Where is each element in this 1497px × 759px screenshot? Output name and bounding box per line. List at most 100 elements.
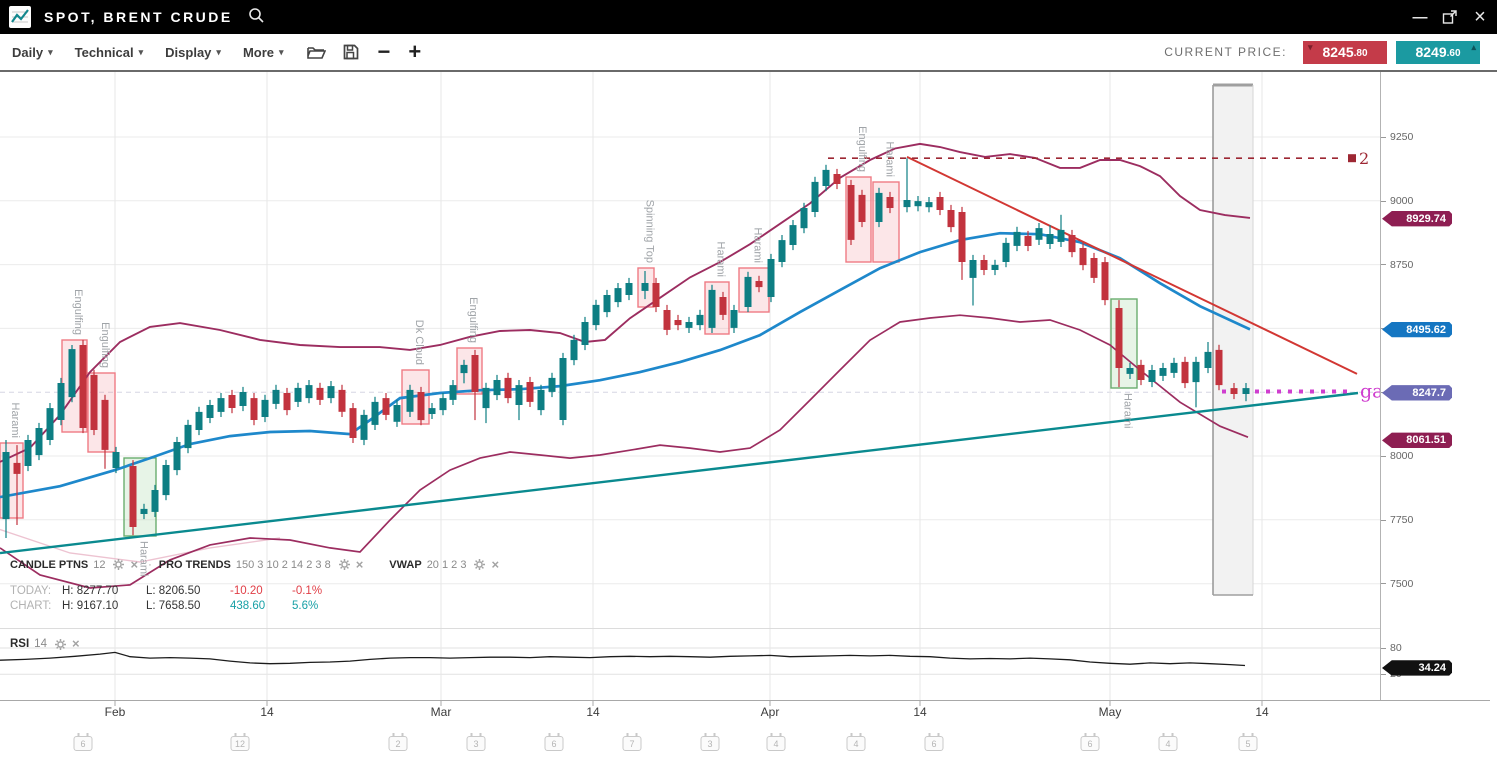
symbol-title: SPOT, BRENT CRUDE	[44, 9, 233, 25]
calendar-marker-icon[interactable]: 6	[544, 733, 564, 751]
candle-body	[195, 411, 203, 430]
settings-icon[interactable]	[474, 559, 486, 570]
candle-body	[349, 408, 357, 438]
candle-body	[1148, 370, 1156, 382]
arrow-down-icon: ▾	[1308, 41, 1313, 52]
price-level-badge: 8061.51	[1382, 432, 1452, 449]
main-price-chart[interactable]: 2 gap Harami Engulfing Engulfing Harami Dk Clo…	[0, 72, 1380, 628]
pattern-box-harami[interactable]	[1110, 298, 1138, 389]
selection-region[interactable]	[1213, 85, 1253, 595]
candle-body	[68, 349, 76, 398]
rsi-value-badge: 34.24	[1382, 660, 1452, 676]
candle-body	[858, 194, 866, 222]
indicator-rsi[interactable]: RSI	[10, 638, 30, 650]
rsi-tick-label: 80	[1381, 642, 1402, 654]
candle-body	[228, 395, 236, 408]
calendar-marker-icon[interactable]: 6	[73, 733, 93, 751]
candle-body	[652, 283, 660, 307]
today-change-pct: -0.1%	[292, 584, 323, 597]
price-level-badge: 8247.7	[1382, 385, 1452, 401]
menu-display[interactable]: Display ▾	[165, 44, 221, 60]
chart-change-pct: 5.6%	[292, 599, 319, 612]
candle-body	[744, 276, 752, 307]
candle-body	[184, 424, 192, 449]
candle-body	[526, 382, 534, 402]
close-icon[interactable]: ×	[355, 556, 364, 572]
close-icon[interactable]: ×	[130, 556, 139, 572]
close-icon[interactable]: ×	[491, 556, 500, 572]
today-change: -10.20	[230, 584, 263, 597]
candle-body	[1126, 368, 1134, 374]
pattern-label: Harami	[752, 228, 764, 263]
candle-body	[1090, 258, 1098, 278]
pattern-box-harami[interactable]	[738, 267, 770, 313]
zoom-out-button[interactable]: −	[377, 39, 391, 64]
price-axis[interactable]: 9250900087508500825080007750750080208929…	[1381, 72, 1497, 700]
settings-icon[interactable]	[113, 559, 125, 570]
close-icon[interactable]: ×	[71, 636, 80, 651]
calendar-marker-icon[interactable]: 7	[622, 733, 642, 751]
today-low: L: 8206.50	[146, 584, 201, 597]
candle-body	[1079, 248, 1087, 266]
close-button[interactable]: ×	[1474, 5, 1486, 28]
menu-technical[interactable]: Technical ▾	[74, 44, 144, 60]
save-layout-button[interactable]	[342, 43, 360, 61]
candle-body	[822, 169, 830, 186]
candle-body	[406, 389, 414, 412]
indicator-vwap[interactable]: VWAP	[389, 558, 422, 571]
settings-icon[interactable]	[338, 559, 350, 570]
candle-body	[1204, 351, 1212, 368]
rsi-indicator-chart[interactable]	[0, 629, 1380, 700]
calendar-marker-icon[interactable]: 3	[466, 733, 486, 751]
open-layout-button[interactable]	[306, 44, 326, 61]
calendar-marker-icon[interactable]: 6	[924, 733, 944, 751]
minimize-button[interactable]: —	[1412, 8, 1428, 26]
toolbar: Daily ▾ Technical ▾ Display ▾ More ▾ − + CUR…	[0, 34, 1497, 72]
candle-body	[947, 210, 955, 228]
calendar-marker-icon[interactable]: 5	[1238, 733, 1258, 751]
gap-label: gap	[1360, 381, 1380, 403]
support-trendline[interactable]	[0, 391, 1359, 555]
bid-price-badge: ▾ 8245.80	[1303, 40, 1387, 64]
indicator-candle-ptns[interactable]: CANDLE PTNS	[10, 558, 89, 571]
menu-more[interactable]: More ▾	[242, 44, 284, 60]
zoom-in-button[interactable]: +	[408, 39, 422, 64]
calendar-marker-icon[interactable]: 4	[1158, 733, 1178, 751]
calendar-marker-icon[interactable]: 3	[700, 733, 720, 751]
calendar-marker-icon[interactable]: 4	[846, 733, 866, 751]
calendar-marker-icon[interactable]: 6	[1080, 733, 1100, 751]
candle-body	[603, 295, 611, 313]
resistance-trendline[interactable]	[906, 156, 1358, 375]
time-axis[interactable]: Feb 14 Mar 14 Apr 14 May 14 6 12 2 3 6 7 3 4 4 6 6 4 5	[0, 700, 1380, 759]
candle-body	[1024, 236, 1032, 246]
price-stats: TODAY: H: 8277.70 L: 8206.50 -10.20 -0.1…	[10, 583, 910, 613]
search-icon[interactable]	[247, 6, 265, 29]
candle-body	[217, 398, 225, 412]
chevron-down-icon: ▾	[216, 46, 221, 57]
calendar-marker-icon[interactable]: 2	[388, 733, 408, 751]
candle-body	[663, 310, 671, 330]
pattern-box-harami[interactable]	[123, 457, 157, 537]
candle-body	[875, 192, 883, 222]
candle-body	[708, 289, 716, 328]
candle-body	[294, 387, 302, 402]
candle-body	[250, 398, 258, 420]
candle-body	[980, 260, 988, 270]
pattern-label: Engulfing	[99, 322, 111, 368]
candle-body	[778, 240, 786, 262]
candle-body	[1215, 349, 1223, 386]
alert-marker-label: 2	[1359, 149, 1369, 168]
popout-window-button[interactable]	[1437, 4, 1463, 30]
candle-body	[504, 377, 512, 399]
x-axis-label: 14	[586, 705, 600, 719]
menu-daily[interactable]: Daily ▾	[12, 44, 53, 60]
candle-body	[371, 401, 379, 425]
settings-icon[interactable]	[54, 638, 66, 650]
indicator-pro-trends[interactable]: PRO TRENDS	[158, 558, 231, 571]
candle-body	[641, 283, 649, 291]
price-tick-label: 9250	[1381, 131, 1413, 143]
calendar-marker-icon[interactable]: 12	[230, 733, 250, 751]
calendar-marker-icon[interactable]: 4	[766, 733, 786, 751]
alert-marker-icon[interactable]	[1348, 154, 1356, 163]
ask-price-badge: 8249.60 ▴	[1396, 40, 1480, 64]
